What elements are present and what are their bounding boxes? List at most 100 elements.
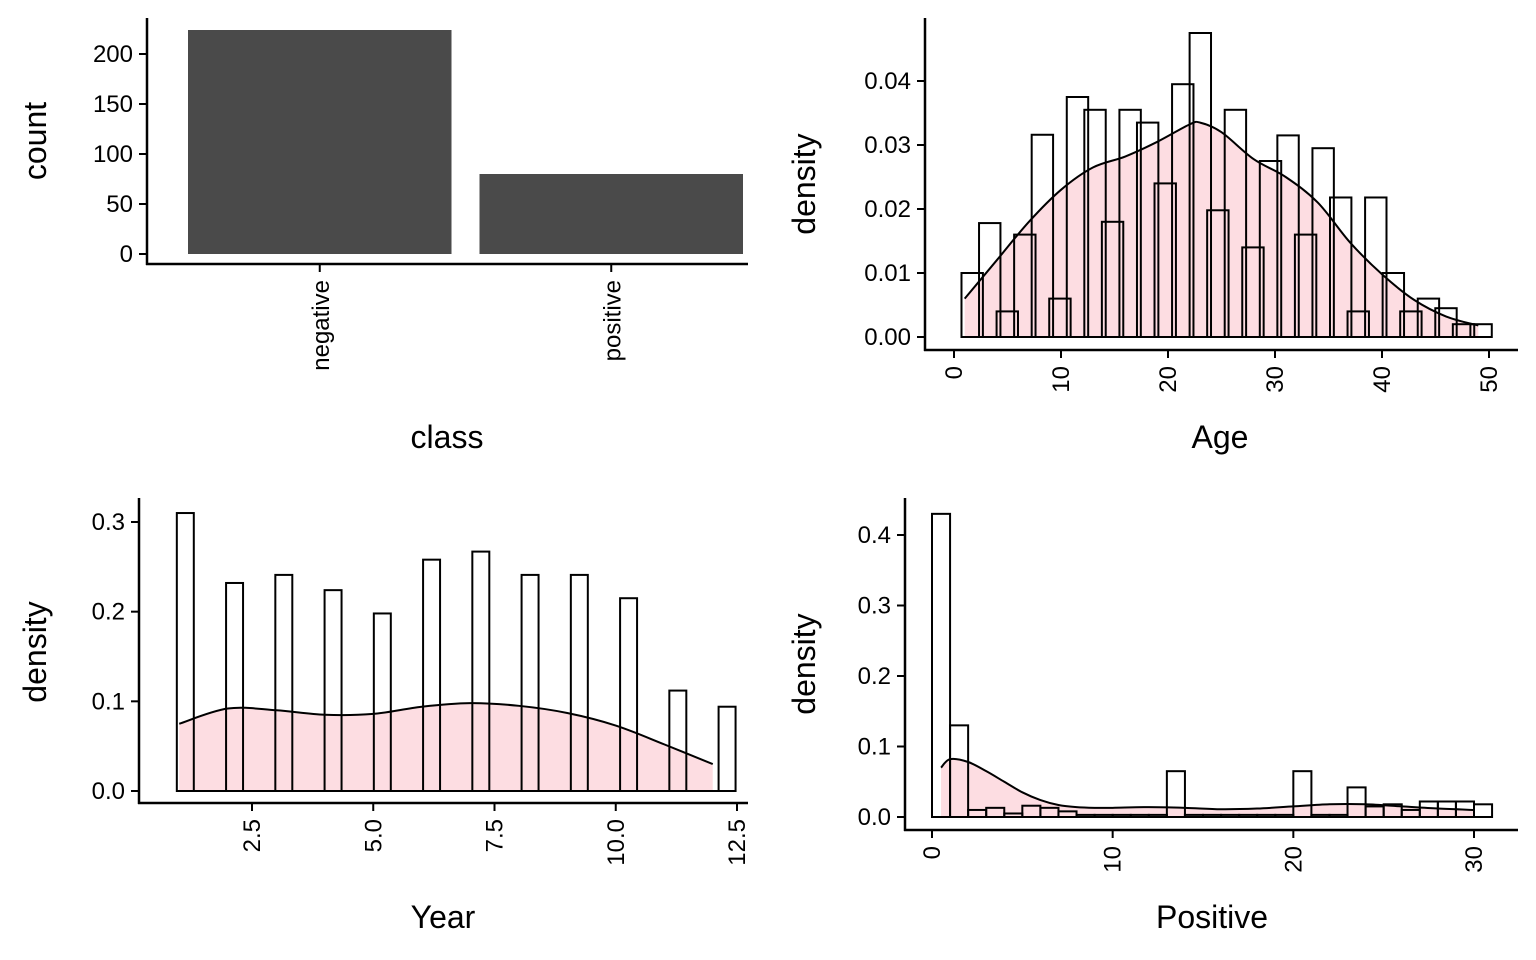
x-tick-label: 10.0 (603, 819, 630, 866)
y-tick-label: 200 (93, 41, 133, 68)
histogram-bar (1135, 121, 1160, 338)
y-tick-label: 0 (120, 241, 133, 268)
x-tick-label: 2.5 (239, 819, 266, 852)
histogram-bar (1048, 297, 1072, 339)
histogram-bar (1346, 786, 1367, 819)
density-line (940, 757, 1475, 811)
x-tick-label: 5.0 (360, 819, 387, 852)
histogram-bar (372, 612, 392, 793)
histogram-bar (225, 581, 245, 792)
histogram-bar (1206, 209, 1230, 338)
histogram-bar (1165, 770, 1186, 818)
histogram-bar (668, 689, 688, 792)
x-tick-label: 20 (1155, 366, 1182, 393)
histogram-bar (1292, 770, 1313, 818)
histogram-bar (1065, 96, 1090, 338)
y-axis-title: density (786, 133, 822, 234)
y-tick-label: 0.0 (92, 778, 125, 805)
x-tick-label: 10 (1048, 366, 1075, 393)
density-line (178, 702, 714, 766)
y-tick-label: 100 (93, 141, 133, 168)
positive-density-histogram: Positive density 0.0 0.1 0.2 0.3 0.4 0 10 20 30 (786, 498, 1518, 935)
histogram-bar (985, 806, 1006, 819)
y-tick-label: 0.1 (92, 688, 125, 715)
density-area (964, 121, 1479, 337)
x-tick-label: 10 (1100, 846, 1127, 873)
y-tick-label: 0.4 (858, 522, 891, 549)
histogram-bar (1013, 233, 1037, 339)
y-tick-label: 0.00 (864, 324, 911, 351)
histogram-bar (960, 272, 984, 338)
histogram-bar (995, 310, 1019, 338)
y-tick-label: 0.03 (864, 132, 911, 159)
x-tick-label: negative (308, 280, 335, 371)
x-axis-title: class (411, 419, 484, 455)
class-count-bar-chart: negative positive class count 0 50 100 150 200 (17, 18, 748, 455)
x-axis-title: Age (1192, 419, 1249, 455)
histogram-bar (1241, 246, 1265, 338)
x-tick-label: 7.5 (482, 819, 509, 852)
histogram-bar (1473, 803, 1494, 818)
histogram-bar (520, 573, 540, 792)
x-tick-label: 30 (1461, 846, 1488, 873)
y-tick-label: 0.01 (864, 260, 911, 287)
histogram-bar (1276, 134, 1300, 338)
y-tick-label: 50 (106, 191, 133, 218)
histogram-bar (1293, 233, 1318, 339)
histogram-bar (1451, 323, 1476, 339)
histogram-bar (949, 724, 970, 818)
histogram-bar (1381, 272, 1406, 338)
density-area (179, 703, 713, 791)
histogram-bar (1100, 220, 1125, 338)
histogram-bar (619, 597, 639, 793)
histogram-bar (1416, 297, 1441, 339)
bar-positive (479, 174, 743, 254)
age-density-histogram: Age density 0.00 0.01 0.02 0.03 0.04 0 10 20 30 40 5… (786, 18, 1518, 455)
y-tick-label: 0.3 (858, 593, 891, 620)
x-tick-label: 0 (919, 846, 946, 859)
histogram-bar (1434, 307, 1458, 339)
histogram-bar (1153, 182, 1177, 338)
x-tick-label: 50 (1476, 366, 1503, 393)
histogram-bar (422, 558, 442, 792)
x-tick-label: 30 (1262, 366, 1289, 393)
histogram-bar (323, 589, 343, 792)
y-tick-label: 0.2 (92, 599, 125, 626)
histogram-bar (1364, 196, 1388, 338)
histogram-bar (175, 512, 195, 792)
histogram-bar (1030, 133, 1055, 338)
x-tick-label: 20 (1280, 846, 1307, 873)
density-line (963, 120, 1479, 327)
histogram-bar (1328, 196, 1353, 338)
x-tick-label: 0 (941, 366, 968, 379)
histogram-bar (931, 512, 952, 818)
y-tick-label: 0.04 (864, 68, 911, 95)
histogram-bar (1346, 310, 1370, 338)
y-tick-label: 0.0 (858, 804, 891, 831)
x-tick-label: positive (599, 280, 626, 361)
histogram-bar (1223, 108, 1248, 338)
histogram-bar (1118, 108, 1142, 338)
histogram-bar (1188, 32, 1213, 338)
histogram-bar (717, 705, 737, 792)
histogram-bar (569, 573, 589, 792)
histogram-bar (1311, 147, 1335, 338)
y-tick-label: 150 (93, 91, 133, 118)
histogram-bar (274, 573, 294, 792)
y-tick-label: 0.02 (864, 196, 911, 223)
y-tick-label: 0.2 (858, 663, 891, 690)
y-axis-title: density (786, 613, 822, 714)
y-tick-label: 0.1 (858, 734, 891, 761)
y-axis-title: count (17, 102, 53, 180)
x-tick-label: 12.5 (724, 819, 751, 866)
x-axis-title: Year (411, 899, 476, 935)
histogram-bar (471, 550, 491, 793)
histogram-bar (1399, 310, 1423, 338)
x-tick-label: 40 (1369, 366, 1396, 393)
x-axis-title: Positive (1156, 899, 1268, 935)
histogram-bar (1171, 83, 1195, 338)
histogram-bar (1083, 108, 1107, 338)
year-density-histogram: Year density 0.0 0.1 0.2 0.3 2.5 5.0 7.5 10.0 12.5 (17, 498, 751, 935)
y-axis-title: density (17, 601, 53, 702)
